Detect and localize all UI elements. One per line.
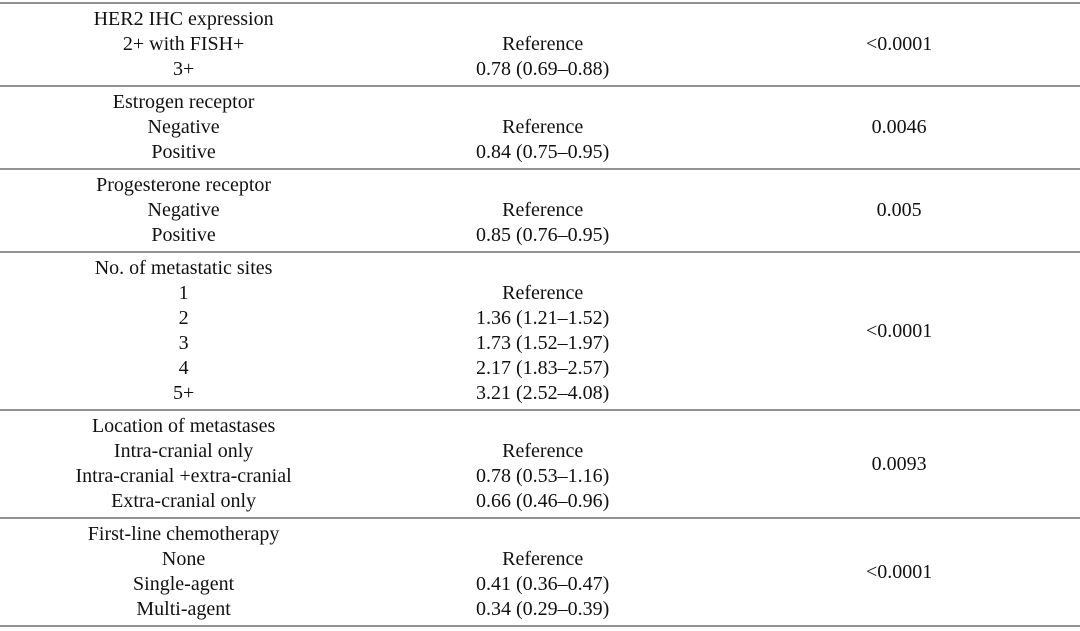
row-label: 3	[178, 332, 189, 354]
row-value: Reference	[502, 440, 584, 462]
table-section-her2: HER2 IHC expression 2+ with FISH+ 3+ Ref…	[0, 4, 1080, 87]
row-label: 3+	[172, 58, 195, 80]
p-value: <0.0001	[865, 33, 933, 55]
row-value: 0.34 (0.29–0.39)	[476, 598, 610, 620]
p-value: <0.0001	[865, 560, 933, 583]
category-header: No. of metastatic sites	[94, 257, 273, 279]
row-value: 0.78 (0.53–1.16)	[476, 465, 610, 487]
p-value-column: 0.0093	[718, 414, 1080, 514]
p-value-column: <0.0001	[718, 7, 1080, 82]
variable-column: Progesterone receptor Negative Positive	[0, 173, 367, 248]
row-value: 1.36 (1.21–1.52)	[476, 307, 610, 329]
p-value-column: <0.0001	[718, 256, 1080, 406]
spacer	[367, 522, 718, 547]
row-value: 1.73 (1.52–1.97)	[476, 332, 610, 354]
row-value: Reference	[502, 199, 584, 221]
category-header: HER2 IHC expression	[93, 8, 274, 30]
table-section-metastatic-sites: No. of metastatic sites 1 2 3 4 5+ Refer…	[0, 253, 1080, 411]
row-value: 0.41 (0.36–0.47)	[476, 573, 610, 595]
row-label: Intra-cranial +extra-cranial	[75, 465, 292, 487]
p-value: 0.0046	[871, 116, 927, 138]
table-section-estrogen: Estrogen receptor Negative Positive Refe…	[0, 87, 1080, 170]
row-value: 2.17 (1.83–2.57)	[476, 357, 610, 379]
row-value: 0.85 (0.76–0.95)	[476, 224, 610, 246]
row-value: 0.78 (0.69–0.88)	[476, 58, 610, 80]
table-section-chemotherapy: First-line chemotherapy None Single-agen…	[0, 519, 1080, 627]
row-label: Negative	[147, 199, 220, 221]
variable-column: First-line chemotherapy None Single-agen…	[0, 522, 367, 622]
p-value-column: 0.0046	[718, 90, 1080, 165]
hazard-ratio-column: Reference 0.84 (0.75–0.95)	[367, 90, 718, 165]
p-value: <0.0001	[865, 319, 933, 342]
hazard-ratio-column: Reference 0.78 (0.53–1.16) 0.66 (0.46–0.…	[367, 414, 718, 514]
spacer	[367, 414, 718, 439]
category-header: First-line chemotherapy	[87, 523, 280, 545]
table-section-progesterone: Progesterone receptor Negative Positive …	[0, 170, 1080, 253]
row-value: 0.84 (0.75–0.95)	[476, 141, 610, 163]
row-value: Reference	[502, 116, 584, 138]
category-header: Location of metastases	[91, 415, 276, 437]
p-value: 0.0093	[871, 452, 927, 475]
row-label: 2+ with FISH+	[122, 33, 245, 55]
p-value-column: 0.005	[718, 173, 1080, 248]
row-label: Multi-agent	[136, 598, 231, 620]
hazard-ratio-column: Reference 0.78 (0.69–0.88)	[367, 7, 718, 82]
row-label: 4	[178, 357, 189, 379]
row-value: Reference	[502, 548, 584, 570]
row-label: 5+	[172, 382, 195, 404]
variable-column: Location of metastases Intra-cranial onl…	[0, 414, 367, 514]
row-label: Single-agent	[133, 573, 235, 595]
p-value: 0.005	[876, 199, 922, 221]
row-value: Reference	[502, 33, 584, 55]
row-label: Negative	[147, 116, 220, 138]
p-value-column: <0.0001	[718, 522, 1080, 622]
row-value: 3.21 (2.52–4.08)	[476, 382, 610, 404]
row-label: Positive	[151, 141, 216, 163]
spacer	[367, 7, 718, 32]
hazard-ratio-column: Reference 0.85 (0.76–0.95)	[367, 173, 718, 248]
row-label: Positive	[151, 224, 216, 246]
spacer	[367, 173, 718, 198]
row-value: Reference	[502, 282, 584, 304]
row-label: 1	[178, 282, 189, 304]
table-section-location: Location of metastases Intra-cranial onl…	[0, 411, 1080, 519]
variable-column: Estrogen receptor Negative Positive	[0, 90, 367, 165]
variable-column: No. of metastatic sites 1 2 3 4 5+	[0, 256, 367, 406]
row-label: None	[161, 548, 206, 570]
row-label: 2	[178, 307, 189, 329]
row-label: Intra-cranial only	[113, 440, 254, 462]
hazard-ratio-column: Reference 0.41 (0.36–0.47) 0.34 (0.29–0.…	[367, 522, 718, 622]
category-header: Estrogen receptor	[112, 91, 255, 113]
row-value: 0.66 (0.46–0.96)	[476, 490, 610, 512]
hazard-ratio-column: Reference 1.36 (1.21–1.52) 1.73 (1.52–1.…	[367, 256, 718, 406]
variable-column: HER2 IHC expression 2+ with FISH+ 3+	[0, 7, 367, 82]
row-label: Extra-cranial only	[111, 490, 257, 512]
category-header: Progesterone receptor	[96, 174, 272, 196]
spacer	[367, 90, 718, 115]
spacer	[367, 256, 718, 281]
